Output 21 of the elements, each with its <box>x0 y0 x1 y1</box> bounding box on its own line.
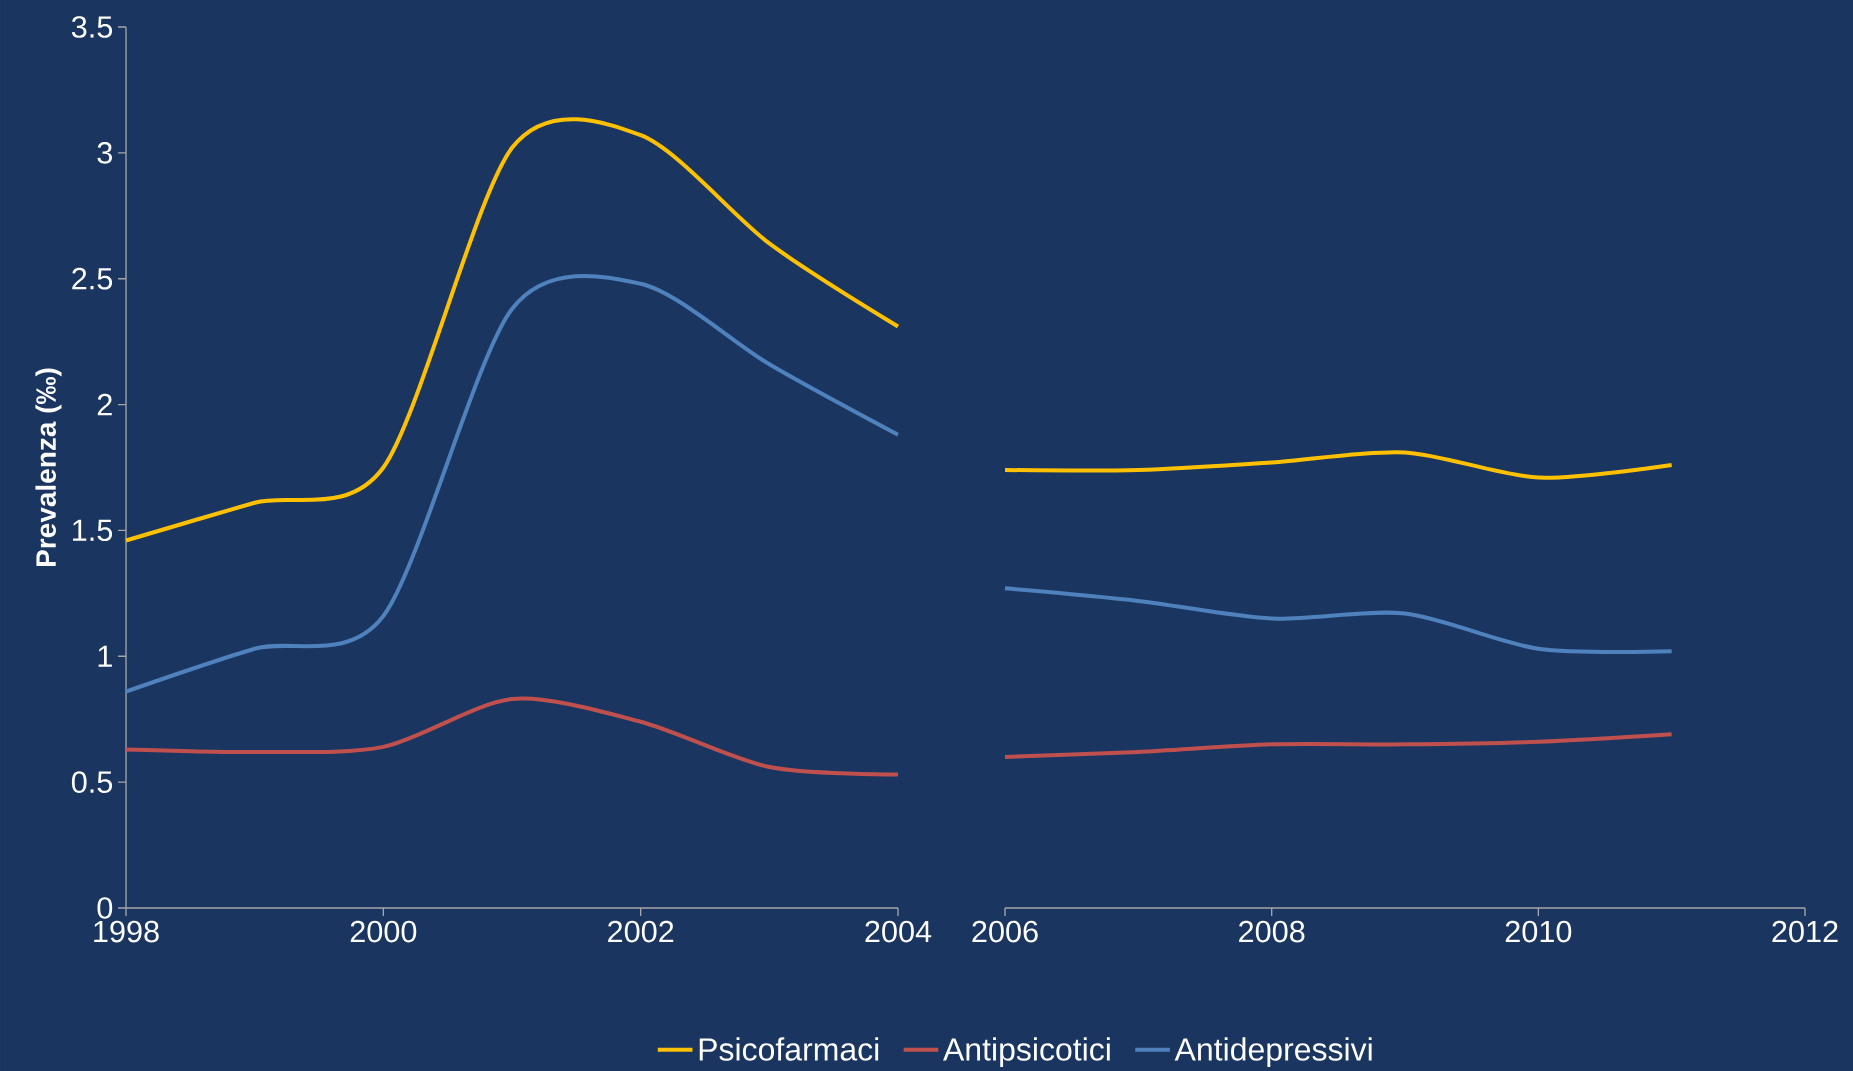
x-tick-label: 1998 <box>94 920 159 943</box>
y-tick-label: 0 <box>97 897 113 919</box>
x-tick-label: 2002 <box>608 920 674 943</box>
x-tick-label: 2008 <box>1239 920 1305 943</box>
line-series <box>124 696 901 777</box>
y-tick-label: 3.5 <box>71 16 113 38</box>
y-tick-label: 1 <box>98 645 112 667</box>
x-tick-label: 2006 <box>972 920 1038 943</box>
x-tick-label: 2004 <box>865 920 932 943</box>
legend-label: Antipsicotici <box>943 1037 1110 1068</box>
y-tick-label: 0.5 <box>71 771 113 793</box>
legend-label: Psicofarmaci <box>699 1037 879 1061</box>
x-tick-label: 2010 <box>1505 920 1572 943</box>
x-tick-label: 2012 <box>1772 920 1838 943</box>
x-tick-label: 2000 <box>350 920 417 943</box>
y-axis-title: Prevalenza (‰) <box>35 368 62 566</box>
y-tick-label: 1.5 <box>73 519 113 542</box>
y-tick-label: 2.5 <box>72 267 113 290</box>
y-tick-label: 3 <box>97 141 112 164</box>
y-tick-label: 2 <box>97 393 112 416</box>
legend-label: Antidepressivi <box>1174 1037 1372 1068</box>
